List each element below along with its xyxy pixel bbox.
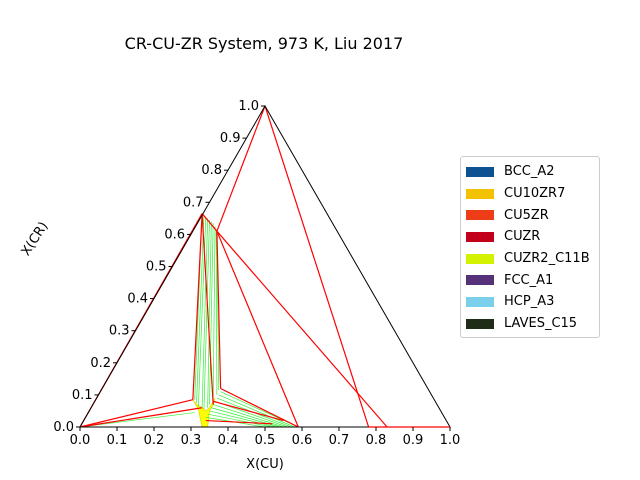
y-tick-label: 0.1 [72,388,93,403]
phase-boundary [79,399,193,428]
x-tick-label: 0.3 [181,433,202,448]
phase-boundary [201,213,214,405]
legend-label: FCC_A1 [504,272,554,288]
phase-boundary [220,387,299,428]
plot-area [79,104,451,428]
tie-line [215,229,218,395]
x-axis-ticks: 0.0 0.1 0.2 0.3 0.4 0.5 0.6 0.7 0.8 0.9 1.0 [70,427,461,448]
legend-item: CUZR [461,226,599,248]
x-tick-label: 0.0 [70,433,91,448]
phase-boundary [216,230,299,428]
x-tick-label: 0.6 [292,433,313,448]
legend-swatch [466,188,494,199]
legend-label: BCC_A2 [504,164,555,180]
x-tick-label: 0.7 [329,433,350,448]
legend-swatch [466,275,494,286]
legend-label: HCP_A3 [504,294,555,310]
y-tick-label: 0.2 [90,356,111,371]
y-tick-label: 0.7 [183,195,204,210]
y-tick-label: 0.5 [146,260,167,275]
legend-swatch [466,296,494,307]
legend-swatch [466,210,494,221]
tie-line [79,412,195,428]
legend-item: CU5ZR [461,204,599,226]
x-tick-label: 0.4 [218,433,239,448]
x-tick-label: 0.8 [366,433,387,448]
legend-swatch [466,231,494,242]
tie-line [209,410,277,428]
phase-boundary [79,407,203,428]
y-tick-label: 0.4 [127,292,148,307]
y-tick-label: 0.9 [220,131,241,146]
chart-title: CR-CU-ZR System, 973 K, Liu 2017 [125,34,404,53]
y-tick-label: 1.0 [238,99,259,114]
tie-line [212,226,216,402]
phase-boundary [192,213,203,400]
tie-line [218,394,295,428]
x-tick-label: 0.1 [107,433,128,448]
legend-item: LAVES_C15 [461,313,599,335]
x-tick-label: 0.9 [403,433,424,448]
legend-swatch [466,166,494,177]
legend-label: CUZR [504,229,541,245]
legend-item: CUZR2_C11B [461,248,599,270]
legend-swatch [466,253,494,264]
tie-line [203,219,210,410]
legend-item: BCC_A2 [461,161,599,183]
y-tick-label: 0.0 [53,420,74,435]
tie-line [209,223,214,405]
phase-boundary [205,419,273,425]
legend-item: FCC_A1 [461,269,599,291]
legend-swatch [466,318,494,329]
x-tick-label: 0.2 [144,433,165,448]
legend-label: CU10ZR7 [504,186,566,202]
y-tick-label: 0.6 [164,227,185,242]
tie-line [207,221,212,408]
x-axis-label: X(CU) [246,457,284,472]
tie-line [196,215,205,403]
legend-label: CU5ZR [504,207,549,223]
legend-item: CU10ZR7 [461,183,599,205]
y-tick-label: 0.3 [109,324,130,339]
ternary-frame [79,104,451,428]
legend-label: CUZR2_C11B [504,251,590,267]
y-tick-label: 0.8 [201,163,222,178]
phase-boundary [213,400,284,422]
tie-line [207,413,273,428]
y-axis-label: X(CR) [19,219,52,258]
tie-line [201,218,208,408]
x-tick-label: 0.5 [255,433,276,448]
phase-boundary [216,230,388,428]
legend-item: HCP_A3 [461,291,599,313]
phase-boundary [216,231,222,389]
phase-boundary [216,105,266,232]
legend: BCC_A2 CU10ZR7 CU5ZR CUZR CUZR2_C11B FCC_A1 HC… [460,156,600,338]
x-tick-label: 1.0 [440,433,461,448]
y-axis-ticks: 0.0 0.1 0.2 0.3 0.4 0.5 0.6 0.7 0.8 0.9 1.0 [53,99,265,435]
phase-boundary [201,213,218,232]
phase-boundary [264,105,370,428]
legend-label: LAVES_C15 [504,316,578,332]
